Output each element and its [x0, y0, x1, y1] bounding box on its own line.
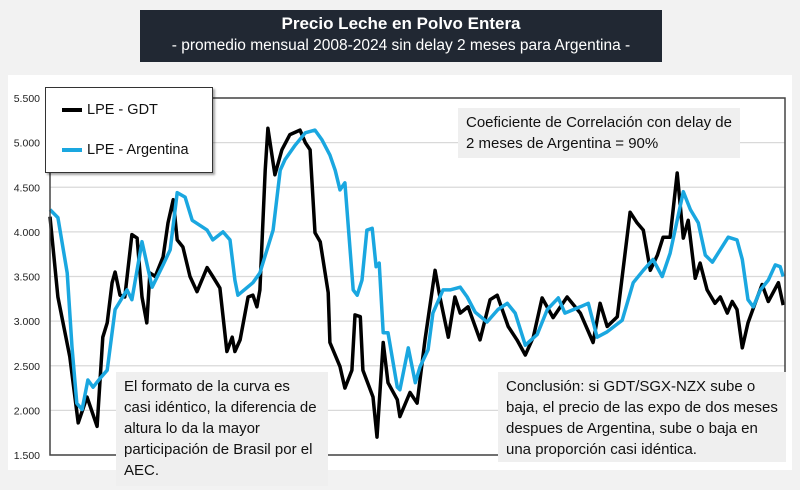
y-tick-label: 5.500 [14, 93, 40, 105]
chart-title-box: Precio Leche en Polvo Entera - promedio … [140, 10, 662, 62]
legend-label-gdt: LPE - GDT [87, 102, 158, 118]
y-tick-label: 4.000 [14, 227, 40, 239]
series-line-gdt [48, 126, 785, 439]
series-line-argentina [48, 128, 785, 412]
y-tick-label: 2.500 [14, 361, 40, 373]
correlation-annotation: Coeficiente de Correlación con delay de … [458, 108, 740, 158]
left-annotation: El formato de la curva es casi idéntico,… [116, 372, 328, 486]
legend-label-argentina: LPE - Argentina [87, 142, 189, 158]
legend: LPE - GDT LPE - Argentina [45, 87, 213, 173]
right-annotation: Conclusión: si GDT/SGX-NZX sube o baja, … [498, 372, 786, 462]
legend-item-argentina: LPE - Argentina [62, 142, 189, 158]
chart-title: Precio Leche en Polvo Entera [281, 14, 521, 33]
y-tick-label: 2.000 [14, 405, 40, 417]
y-tick-label: 4.500 [14, 182, 40, 194]
legend-swatch-gdt [62, 108, 82, 112]
legend-swatch-argentina [62, 148, 82, 152]
y-tick-label: 5.000 [14, 138, 40, 150]
y-tick-label: 3.000 [14, 316, 40, 328]
y-tick-label: 3.500 [14, 272, 40, 284]
legend-item-gdt: LPE - GDT [62, 102, 158, 118]
chart-subtitle: - promedio mensual 2008-2024 sin delay 2… [171, 37, 631, 54]
plot-frame [49, 97, 786, 456]
y-tick-label: 1.500 [14, 450, 40, 462]
